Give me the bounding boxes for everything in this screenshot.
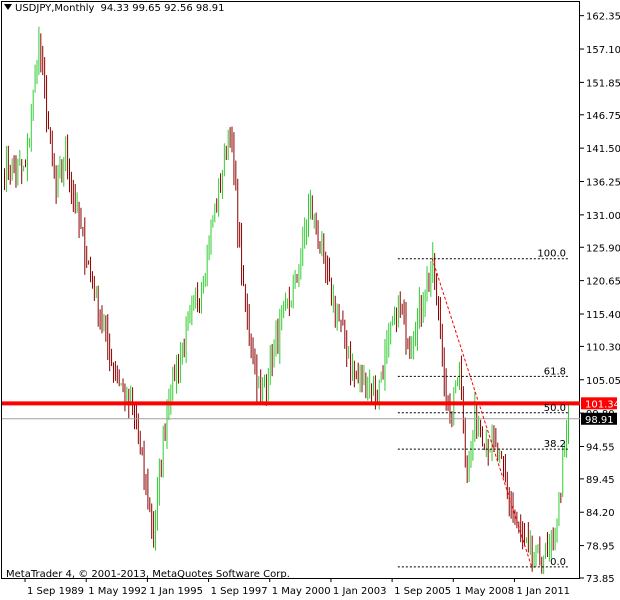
fib-trendline[interactable]	[431, 258, 533, 568]
price-tick-label: 73.85	[586, 574, 615, 585]
chart-menu-triangle-icon[interactable]	[4, 4, 12, 10]
price-tick-label: 84.20	[586, 508, 615, 519]
price-tick-label: 78.95	[586, 542, 615, 553]
price-tick-label: 110.30	[586, 342, 620, 353]
time-tick-label: 1 Jan 1995	[149, 586, 203, 597]
current-price-badge-bg	[581, 412, 617, 425]
support-price-badge-bg	[581, 397, 617, 410]
symbol-label: USDJPY,Monthly	[15, 3, 95, 14]
time-tick-label: 1 Sep 2005	[394, 586, 451, 597]
time-axis[interactable]: 1 Sep 1989 1 May 1992 1 Jan 1995 1 Sep 1997…	[24, 578, 570, 597]
price-tick-label: 157.10	[586, 45, 620, 56]
price-tick-label: 89.45	[586, 475, 615, 486]
time-tick-label: 1 May 2000	[272, 586, 331, 597]
price-tick-label: 125.90	[586, 243, 620, 254]
fib-level-label: 38.2	[544, 439, 566, 450]
price-tick-label: 94.55	[586, 442, 615, 453]
time-tick-label: 1 Jan 2011	[516, 586, 570, 597]
price-tick-label: 151.85	[586, 78, 620, 89]
price-tick-label: 162.35	[586, 12, 620, 23]
ohlc-values: 94.33 99.65 92.56 98.91	[100, 3, 225, 14]
plot-frame	[1, 1, 580, 579]
price-tick-label: 105.05	[586, 376, 620, 387]
time-tick-label: 1 Sep 1997	[211, 586, 268, 597]
overlays-layer: 100.0 61.8 50.0 38.2 0.0	[2, 249, 580, 568]
fib-level-label: 61.8	[544, 366, 566, 377]
price-tick-label: 146.75	[586, 111, 620, 122]
price-tick-label: 131.00	[586, 211, 620, 222]
time-tick-label: 1 Jan 2003	[333, 586, 387, 597]
support-price-badge: 101.34	[585, 399, 620, 410]
price-axis[interactable]: 162.35 157.10 151.85 146.75 141.50 136.25 131.…	[580, 12, 620, 585]
fib-level-label: 50.0	[544, 403, 566, 414]
chart-header: USDJPY,Monthly 94.33 99.65 92.56 98.91	[4, 3, 225, 14]
time-tick-label: 1 May 2008	[455, 586, 514, 597]
price-tick-label: 115.40	[586, 310, 620, 321]
time-tick-label: 1 Sep 1989	[27, 586, 84, 597]
current-price-badge: 98.91	[585, 415, 614, 426]
fib-level-label: 100.0	[537, 249, 566, 260]
candles-layer	[4, 26, 569, 575]
time-tick-label: 1 May 1992	[88, 586, 147, 597]
copyright-text: MetaTrader 4, © 2001-2013, MetaQuotes So…	[6, 569, 290, 580]
price-tick-label: 120.65	[586, 277, 620, 288]
price-tick-label: 136.25	[586, 178, 620, 189]
fib-level-label: 0.0	[550, 557, 566, 568]
price-tick-label: 141.50	[586, 144, 620, 155]
